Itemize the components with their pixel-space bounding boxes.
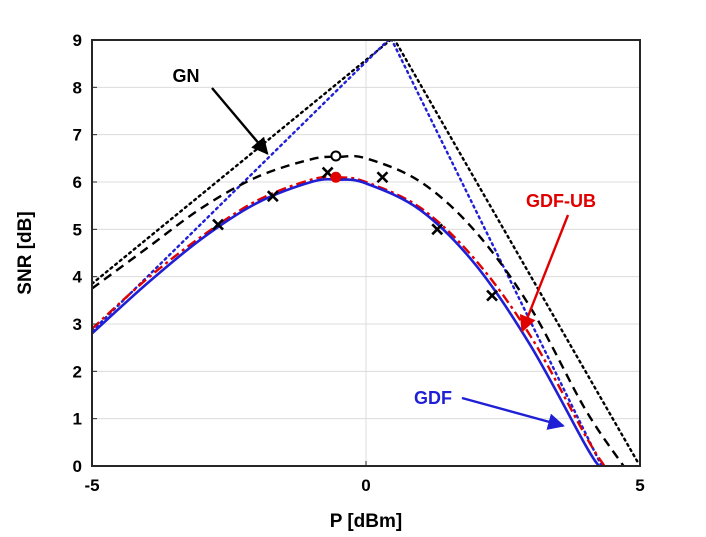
y-tick-label: 6 [73, 173, 82, 192]
y-tick-label: 9 [73, 31, 82, 50]
series-layer [92, 40, 639, 466]
x-axis-label: P [dBm] [330, 511, 402, 532]
series-line-solid-4 [92, 177, 600, 466]
marker-layer [212, 150, 498, 302]
annotation-arrow-gdf-ub [519, 214, 570, 333]
annotation-label-gn: GN [173, 66, 200, 86]
y-axis-label: SNR [dB] [15, 211, 36, 294]
open-circle-marker [330, 150, 342, 162]
annotation-label-gdf-ub: GDF-UB [526, 191, 596, 211]
annotation-arrow-gn [211, 87, 269, 155]
y-tick-label: 1 [73, 410, 82, 429]
series-line-dotted-0 [92, 40, 639, 463]
x-tick-label: 0 [361, 476, 370, 495]
series-line-dashdot-3 [92, 175, 606, 466]
x-tick-label: -5 [84, 476, 99, 495]
y-tick-label: 8 [73, 78, 82, 97]
grid [92, 40, 640, 466]
annotations: GN GDF-UB GDF [173, 66, 596, 430]
series-line-dotted-1 [92, 40, 603, 466]
x-marker [376, 171, 389, 184]
x-tick-label: 5 [635, 476, 644, 495]
filled-circle-marker [330, 171, 342, 183]
y-tick-label: 7 [73, 126, 82, 145]
y-tick-label: 5 [73, 220, 82, 239]
series-line-dashed-2 [92, 154, 625, 466]
x-marker [431, 223, 444, 236]
y-tick-label: 0 [73, 457, 82, 476]
x-marker [212, 218, 224, 231]
annotation-arrow-gdf [461, 396, 565, 430]
y-tick-label: 2 [73, 362, 82, 381]
y-tick-label: 4 [73, 268, 83, 287]
y-tick-label: 3 [73, 315, 82, 334]
x-marker [266, 190, 279, 203]
annotation-label-gdf: GDF [414, 388, 452, 408]
x-marker [486, 289, 498, 302]
